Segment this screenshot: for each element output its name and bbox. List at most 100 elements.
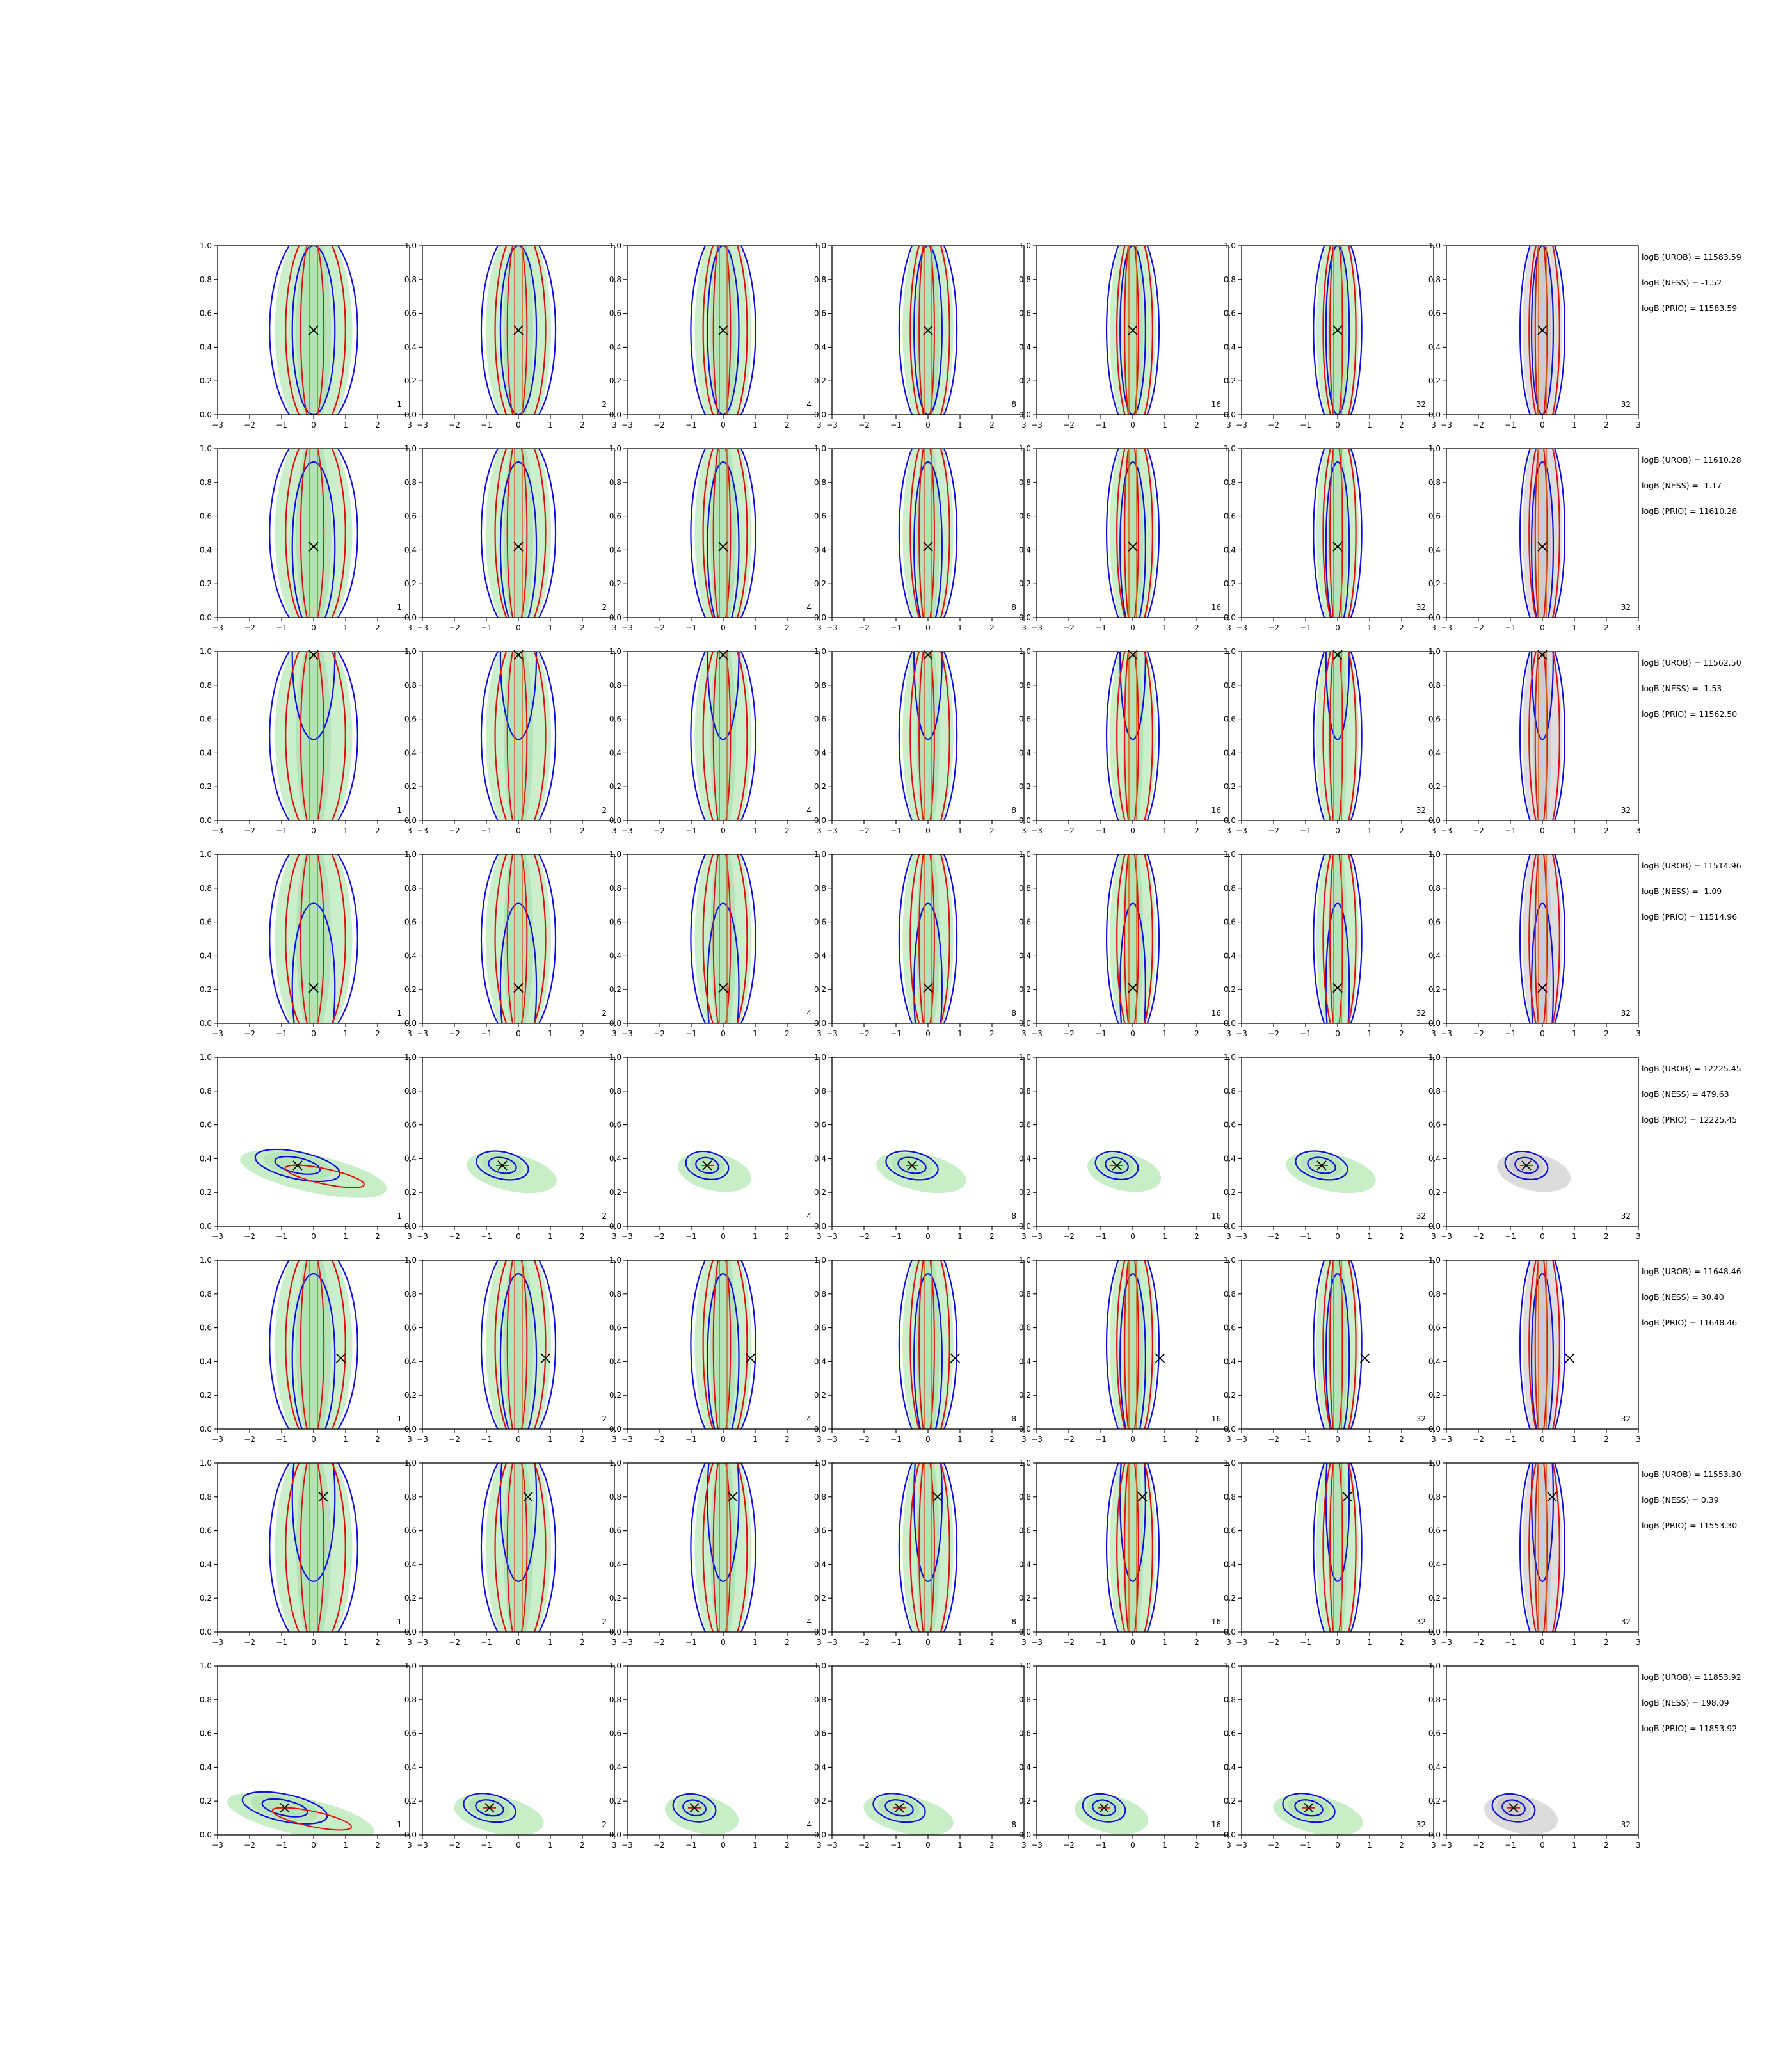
x-tick-label: −2 bbox=[1268, 1029, 1279, 1038]
x-tick-label: 3 bbox=[1431, 1841, 1436, 1850]
subplot-r4-c3: −3 −2 −1 0 1 2 30.00.20.40.60.81.04 bbox=[609, 850, 822, 1038]
y-tick-label: 0.0 bbox=[609, 1830, 621, 1839]
x-tick-label: 1 bbox=[1572, 1841, 1577, 1850]
subplot-corner-label: 2 bbox=[602, 603, 607, 612]
y-tick-label: 0.2 bbox=[404, 1796, 417, 1805]
y-tick-label: 0.4 bbox=[1019, 1763, 1031, 1772]
y-tick-label: 0.4 bbox=[609, 545, 621, 554]
x-tick-label: 2 bbox=[989, 1029, 995, 1038]
blue-contour-outer bbox=[269, 1463, 358, 1632]
x-tick-label: −3 bbox=[1441, 1029, 1452, 1038]
axes-frame bbox=[831, 1057, 1025, 1227]
y-tick-label: 0.2 bbox=[404, 1594, 417, 1603]
x-tick-label: −2 bbox=[449, 420, 460, 429]
subplot-corner-label: 8 bbox=[1011, 1414, 1016, 1423]
blue-contour-outer bbox=[690, 1260, 756, 1429]
x-tick-label: 2 bbox=[580, 1029, 585, 1038]
y-tick-label: 0.0 bbox=[1019, 1222, 1031, 1231]
x-tick-label: 1 bbox=[1162, 1029, 1167, 1038]
subplot-corner-label: 2 bbox=[602, 806, 607, 815]
red-contour-inner bbox=[712, 449, 732, 618]
y-tick-label: 0.8 bbox=[1019, 681, 1031, 690]
y-tick-label: 0.4 bbox=[200, 951, 212, 960]
subplot-corner-label: 32 bbox=[1621, 1617, 1631, 1626]
x-tick-label: −1 bbox=[890, 1638, 902, 1647]
x-tick-label: 2 bbox=[375, 1435, 380, 1444]
y-tick-label: 0.8 bbox=[404, 1695, 417, 1704]
y-tick-label: 1.0 bbox=[609, 1053, 621, 1062]
blue-contour-inner bbox=[913, 461, 943, 618]
x-tick-label: 0 bbox=[516, 623, 521, 632]
subplot-corner-label: 32 bbox=[1621, 1820, 1631, 1829]
blue-contour-outer bbox=[1519, 854, 1566, 1023]
subplot-r5-c6: −3 −2 −1 0 1 2 30.00.20.40.60.81.032 bbox=[1224, 1053, 1436, 1241]
y-tick-label: 0.4 bbox=[404, 951, 417, 960]
y-tick-label: 0.2 bbox=[200, 1188, 212, 1197]
y-tick-label: 0.8 bbox=[1224, 884, 1236, 893]
blue-contour-outer bbox=[480, 246, 557, 415]
blue-contour-inner bbox=[1307, 1156, 1336, 1174]
x-tick-label: 0 bbox=[1335, 1029, 1340, 1038]
x-tick-label: 0 bbox=[1540, 1841, 1545, 1850]
x-tick-label: 0 bbox=[311, 1638, 316, 1647]
true-value-marker bbox=[1564, 1353, 1575, 1363]
y-tick-label: 0.6 bbox=[200, 1729, 212, 1738]
y-tick-label: 0.0 bbox=[814, 1830, 826, 1839]
x-tick-label: 1 bbox=[957, 1638, 963, 1647]
red-contour-outer bbox=[1528, 854, 1560, 1023]
x-tick-label: 0 bbox=[516, 1841, 521, 1850]
x-tick-label: −1 bbox=[481, 1841, 492, 1850]
subplot-corner-label: 32 bbox=[1416, 1212, 1426, 1220]
y-tick-label: 0.8 bbox=[609, 884, 621, 893]
y-tick-label: 0.4 bbox=[609, 951, 621, 960]
y-tick-label: 0.2 bbox=[404, 376, 417, 385]
red-contour-outer bbox=[702, 1260, 748, 1429]
red-contour-outer bbox=[494, 854, 547, 1023]
red-contour-inner bbox=[1329, 1260, 1343, 1429]
y-tick-label: 0.4 bbox=[200, 1763, 212, 1772]
red-contour-inner bbox=[1534, 1260, 1548, 1429]
x-tick-label: −2 bbox=[653, 1435, 665, 1444]
true-value-marker bbox=[1304, 1803, 1314, 1813]
y-tick-label: 1.0 bbox=[404, 241, 417, 250]
logb-label: logB (NESS) = 479.63 bbox=[1642, 1089, 1729, 1099]
blue-contour-outer bbox=[690, 1463, 756, 1632]
density-fill-inner bbox=[710, 854, 737, 1023]
subplot-r2-c7: −3 −2 −1 0 1 2 30.00.20.40.60.81.032 bbox=[1428, 444, 1641, 632]
red-contour-inner bbox=[506, 1463, 528, 1632]
red-contour-outer bbox=[702, 449, 748, 618]
x-tick-label: −2 bbox=[449, 623, 460, 632]
y-tick-label: 1.0 bbox=[1019, 1256, 1031, 1265]
x-tick-label: −3 bbox=[212, 826, 223, 835]
subplot-contours bbox=[480, 449, 557, 618]
true-value-marker bbox=[1128, 325, 1138, 335]
red-contour-inner bbox=[300, 246, 325, 415]
logb-label: logB (NESS) = -1.52 bbox=[1642, 278, 1722, 287]
x-tick-label: 2 bbox=[375, 420, 380, 429]
x-tick-label: −3 bbox=[621, 1638, 633, 1647]
y-tick-label: 0.6 bbox=[200, 1324, 212, 1332]
red-contour-outer bbox=[1322, 449, 1357, 618]
red-contour-outer bbox=[285, 1463, 346, 1632]
blue-contour-outer bbox=[254, 1148, 341, 1183]
subplot-corner-label: 1 bbox=[397, 1820, 402, 1829]
x-tick-label: 0 bbox=[311, 420, 316, 429]
subplot-corner-label: 8 bbox=[1011, 1617, 1016, 1626]
x-tick-label: 0 bbox=[311, 826, 316, 835]
x-tick-label: 1 bbox=[343, 1435, 348, 1444]
blue-contour-inner bbox=[1325, 1273, 1350, 1429]
red-contour-outer bbox=[1116, 854, 1153, 1023]
y-tick-label: 0.0 bbox=[814, 1019, 826, 1028]
x-tick-label: 0 bbox=[925, 1435, 931, 1444]
y-tick-label: 0.8 bbox=[404, 1087, 417, 1096]
red-contour-inner bbox=[1124, 854, 1139, 1023]
red-contour-outer bbox=[909, 1260, 950, 1429]
logb-label: logB (UROB) = 11553.30 bbox=[1642, 1469, 1741, 1479]
x-tick-label: 0 bbox=[1130, 420, 1135, 429]
y-tick-label: 0.8 bbox=[1428, 884, 1441, 893]
subplot-r6-c4: −3 −2 −1 0 1 2 30.00.20.40.60.81.08 bbox=[814, 1256, 1027, 1444]
subplot-r1-c2: −3 −2 −1 0 1 2 30.00.20.40.60.81.02 bbox=[404, 241, 617, 429]
red-contour-inner bbox=[1534, 1463, 1548, 1632]
subplot-corner-label: 16 bbox=[1212, 400, 1221, 409]
true-value-marker bbox=[513, 541, 524, 552]
